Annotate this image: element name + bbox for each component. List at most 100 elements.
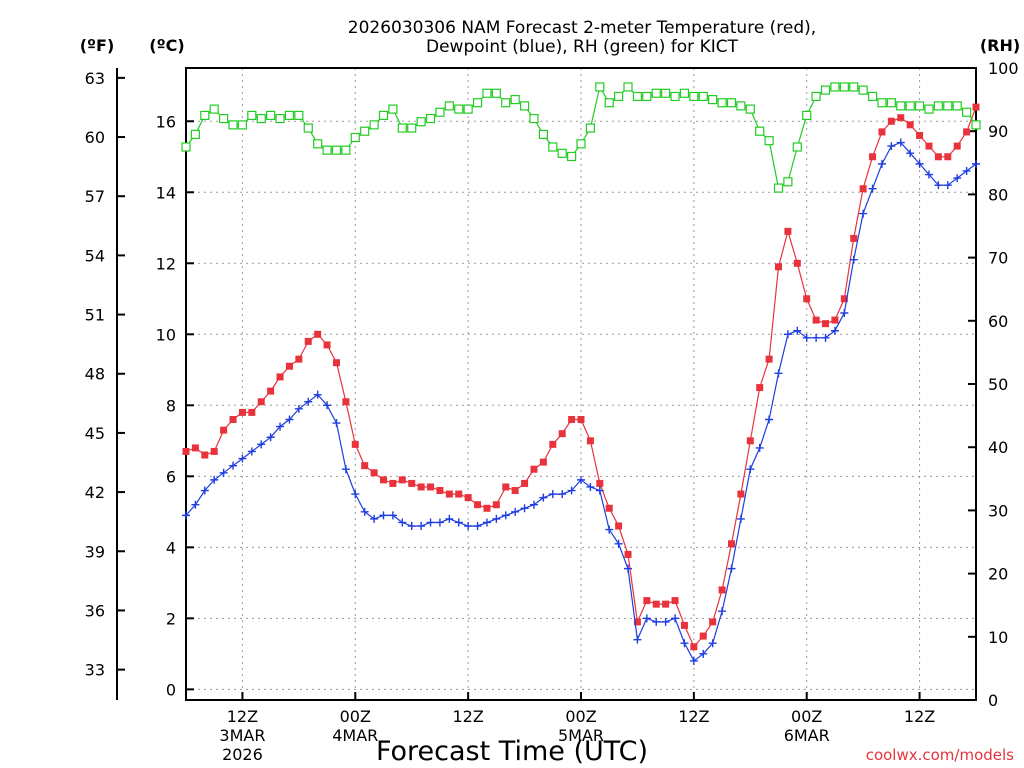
dewpoint-point [877,159,886,168]
rh-point [924,104,934,114]
rh-point [247,110,257,121]
dewpoint-point [238,454,247,463]
dewpoint-point [464,522,473,531]
dewpoint-point [962,166,971,175]
dewpoint-point [718,607,727,616]
temperature-point [229,416,237,424]
rh-point [510,94,520,105]
temperature-point [445,490,453,498]
temperature-point [285,362,293,370]
celsius-tick-label: 10 [156,325,176,344]
dewpoint-point [577,475,585,484]
rh-point [670,91,680,102]
rh-point [350,132,360,143]
rh-point [623,82,633,92]
rh-point [877,98,887,108]
temperature-point [257,398,265,406]
temperature-point [351,440,359,448]
temperature-point [389,479,397,487]
dewpoint-point [379,511,388,520]
dewpoint-point [972,159,980,168]
dewpoint-point [182,511,190,520]
rh-point [388,104,398,114]
dewpoint-point [840,308,849,317]
temperature-point [568,416,576,424]
temperature-point [793,259,801,267]
dewpoint-point [924,170,933,179]
rh-point [538,129,548,139]
temperature-point [380,476,387,484]
dewpoint-point [426,518,435,527]
dewpoint-point [492,514,501,523]
dewpoint-point [520,504,529,513]
celsius-tick-label: 6 [166,467,176,486]
dewpoint-point [953,174,962,183]
rh-point [802,110,812,121]
x-tick-label: 12Z [678,707,709,726]
rh-tick-label: 70 [988,249,1008,268]
x-tick-year-label: 2026 [222,745,263,764]
dewpoint-point [351,490,360,499]
rh-point [200,110,210,121]
temperature-point [577,416,585,424]
temperature-point [558,430,566,438]
rh-point [519,101,530,111]
rh-point [482,88,492,98]
dewpoint-point [802,333,811,342]
dewpoint-point [210,475,219,484]
rh-point [360,126,370,136]
fahrenheit-tick-label: 45 [85,424,105,443]
temperature-point [191,444,199,452]
x-tick-date-label: 4MAR [332,726,378,745]
chart-title-line1: 2026030306 NAM Forecast 2-meter Temperat… [348,18,816,38]
temperature-point [323,341,331,349]
temperature-point [605,504,613,512]
temperature-point [492,501,500,509]
rh-point [745,104,755,114]
dewpoint-point [370,514,379,523]
dewpoint-point [407,522,416,531]
dewpoint-point [699,649,708,658]
rh-point [726,98,737,108]
dewpoint-point [915,159,924,168]
temperature-point [314,330,322,338]
dewpoint-point [445,514,454,523]
temperature-point [934,153,942,161]
series-layer [181,82,981,665]
rh-point [905,101,915,111]
dewpoint-point [323,401,332,410]
rh-point [595,82,605,92]
dewpoint-point [689,656,698,665]
temperature-point [596,479,604,487]
temperature-point [709,618,717,626]
temperature-point [464,494,472,502]
rh-point [256,113,266,124]
temperature-point [210,447,218,455]
temperature-point [201,451,209,459]
dewpoint-point [624,564,633,573]
fahrenheit-tick-label: 51 [85,306,105,325]
temperature-point [718,586,726,594]
temperature-point [737,490,745,498]
rh-point [896,101,906,111]
fahrenheit-ticks: 63 60 57 54 51 48 45 42 39 36 33 [85,69,125,680]
rh-tick-label: 30 [988,501,1008,520]
temperature-point [803,295,811,303]
celsius-tick-label: 8 [166,396,176,415]
temperature-point [916,131,924,139]
rh-point [303,123,313,133]
dewpoint-point [247,447,256,456]
celsius-tick-label: 12 [156,254,176,273]
rh-point [463,104,473,114]
x-tick-label: 12Z [904,707,935,726]
dewpoint-point [614,539,623,548]
fahrenheit-tick-label: 36 [85,601,105,620]
dewpoint-point [680,639,689,648]
temperature-point [671,597,679,605]
rh-point [209,104,219,114]
x-tick-label: 00Z [791,707,822,726]
rh-point [416,117,426,127]
x-axis-label: Forecast Time (UTC) [376,736,648,767]
